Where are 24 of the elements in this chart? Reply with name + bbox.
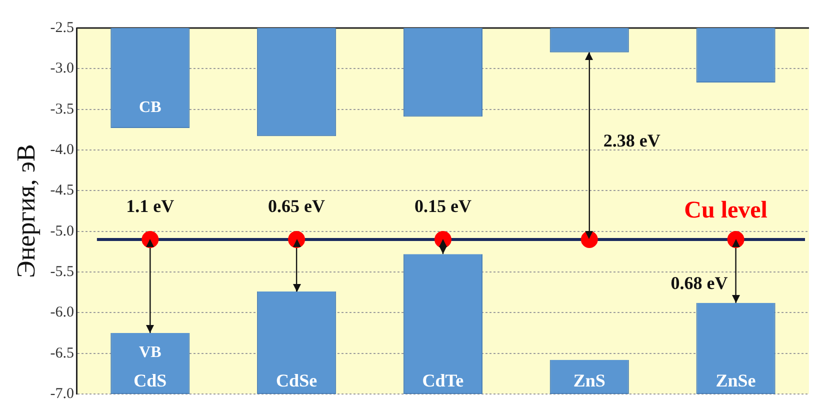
y-tick-label: -3.5 — [50, 101, 74, 118]
y-axis-title: Энергия, эВ — [11, 144, 40, 278]
annotation: 2.38 eV — [603, 130, 660, 151]
x-tick-label: CdSe — [276, 370, 318, 391]
y-tick-label: -5.5 — [50, 264, 74, 280]
annotation: CB — [139, 99, 162, 116]
annotation: 1.1 eV — [126, 196, 174, 216]
y-tick-label: -6.0 — [50, 304, 74, 321]
y-tick-label: -5.0 — [50, 223, 74, 240]
annotation: 0.65 eV — [268, 196, 326, 216]
y-tick-label: -6.5 — [50, 345, 74, 362]
y-tick-label: -4.5 — [50, 182, 74, 199]
x-tick-label: ZnSe — [716, 370, 756, 391]
y-tick-label: -4.0 — [50, 142, 74, 158]
y-tick-label: -3.0 — [50, 60, 74, 77]
x-tick-label: ZnS — [573, 370, 606, 391]
annotation: 0.68 eV — [670, 272, 728, 293]
annotation: VB — [139, 344, 162, 362]
y-tick-label: -2.5 — [50, 20, 74, 36]
series-label: Cu level — [684, 198, 768, 224]
y-tick-label: -7.0 — [50, 386, 74, 402]
x-tick-label: CdS — [134, 370, 167, 391]
x-tick-label: CdTe — [422, 370, 464, 391]
annotation: 0.15 eV — [414, 196, 472, 216]
